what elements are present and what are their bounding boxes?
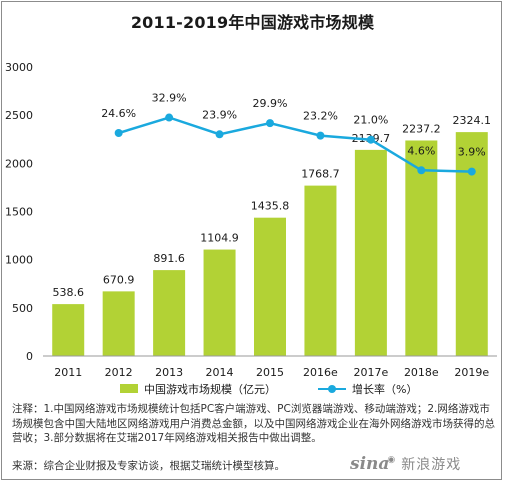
bar-value-label: 1104.9 xyxy=(200,232,239,245)
y-tick-label: 1000 xyxy=(5,254,33,267)
bar xyxy=(203,249,236,356)
x-tick-label: 2011 xyxy=(54,366,82,379)
chart-title: 2011-2019年中国游戏市场规模 xyxy=(130,13,375,32)
legend-bar-swatch xyxy=(120,384,138,393)
legend: 中国游戏市场规模（亿元） 增长率（%） xyxy=(120,382,417,396)
growth-point xyxy=(316,131,325,140)
growth-point xyxy=(467,167,476,176)
y-tick-label: 500 xyxy=(12,302,33,315)
x-tick-label: 2016e xyxy=(303,366,338,379)
legend-bar-label: 中国游戏市场规模（亿元） xyxy=(144,382,276,396)
bar-value-label: 2237.2 xyxy=(402,122,441,135)
bar-value-label: 2324.1 xyxy=(453,114,492,127)
growth-point xyxy=(417,166,426,175)
growth-line-series: 24.6% 32.9% 23.9% 29.9% 23.2% 21.0% 4.6% 3.9% xyxy=(101,92,486,176)
bar xyxy=(354,149,387,356)
growth-label: 21.0% xyxy=(353,114,388,127)
bar-value-label: 1768.7 xyxy=(301,168,340,181)
growth-label: 3.9% xyxy=(458,146,486,159)
watermark-text: 新浪游戏 xyxy=(401,457,462,473)
y-axis: 0 500 1000 1500 2000 2500 3000 xyxy=(5,61,33,363)
x-tick-label: 2018e xyxy=(404,366,439,379)
chart-area: 0 500 1000 1500 2000 2500 3000 538.6 670.9 891.6… xyxy=(5,61,497,396)
legend-line-label: 增长率（%） xyxy=(352,382,417,396)
x-tick-label: 2017e xyxy=(354,366,389,379)
growth-point xyxy=(114,129,123,138)
bar xyxy=(254,217,286,356)
bar xyxy=(52,304,85,356)
footnote: 注释：1.中国网络游戏市场规模统计包括PC客户端游戏、PC浏览器端游戏、移动端游… xyxy=(12,403,495,444)
y-tick-label: 2500 xyxy=(5,109,33,122)
growth-point xyxy=(266,119,274,128)
growth-point xyxy=(366,135,375,144)
bar-series: 538.6670.9891.61104.91435.81768.72139.72… xyxy=(52,114,491,356)
growth-label: 4.6% xyxy=(407,144,435,157)
growth-label: 24.6% xyxy=(101,107,136,120)
bar-value-label: 891.6 xyxy=(153,252,185,265)
bar xyxy=(102,291,135,356)
bar xyxy=(153,270,186,356)
growth-label: 29.9% xyxy=(253,97,288,110)
x-axis: 2011 2012 2013 2014 2015 2016e 2017e 2018e 2019e xyxy=(43,355,497,379)
bar xyxy=(405,140,438,356)
bar xyxy=(304,185,337,356)
x-tick-label: 2019e xyxy=(454,366,489,379)
bar-value-label: 670.9 xyxy=(103,273,135,286)
bar-value-label: 1435.8 xyxy=(251,200,290,213)
bar xyxy=(455,132,488,356)
x-tick-label: 2012 xyxy=(105,366,133,379)
growth-point xyxy=(165,113,174,122)
y-tick-label: 1500 xyxy=(5,206,33,219)
growth-label: 23.2% xyxy=(303,110,338,123)
y-tick-label: 3000 xyxy=(5,61,33,74)
sina-logo: sina◉ xyxy=(350,454,396,474)
growth-label: 32.9% xyxy=(152,92,187,105)
y-tick-label: 2000 xyxy=(5,157,33,170)
x-tick-label: 2014 xyxy=(206,366,234,379)
x-tick-label: 2013 xyxy=(155,366,183,379)
source-note: 来源：综合企业财报及专家访谈，根据艾瑞统计模型核算。 xyxy=(12,460,285,472)
bar-value-label: 538.6 xyxy=(52,286,84,299)
legend-line-marker xyxy=(328,385,336,393)
watermark: sina◉ 新浪游戏 xyxy=(350,451,500,477)
growth-line xyxy=(118,116,472,173)
y-tick-label: 0 xyxy=(26,350,33,363)
growth-label: 23.9% xyxy=(202,108,237,121)
x-tick-label: 2015 xyxy=(256,366,284,379)
growth-point xyxy=(215,130,224,139)
